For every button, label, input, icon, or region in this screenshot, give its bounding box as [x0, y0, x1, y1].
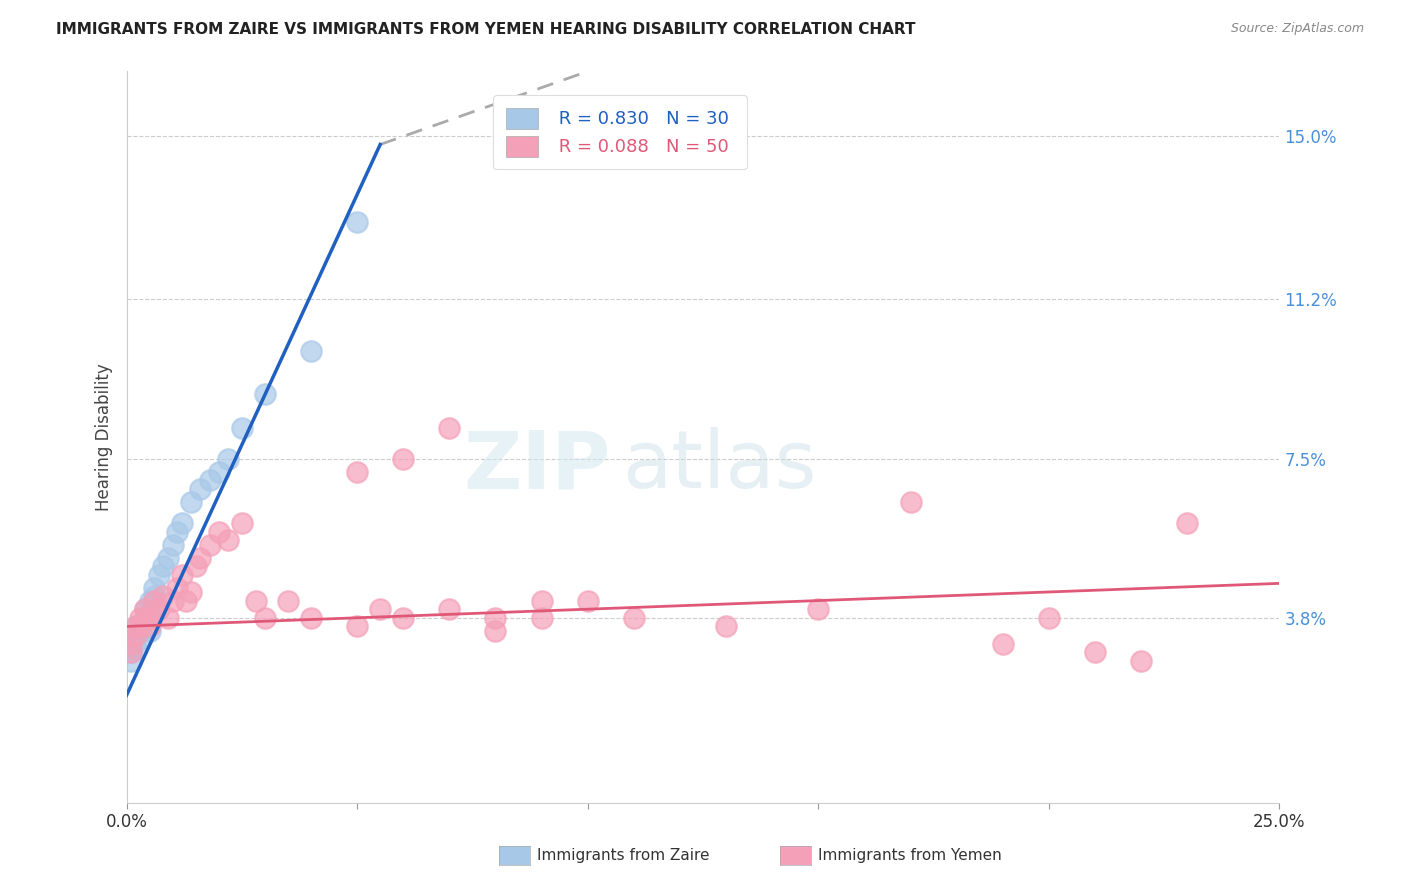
Point	[170, 567, 193, 582]
Point	[129, 619, 152, 633]
Point	[188, 482, 211, 496]
Point	[346, 465, 368, 479]
Point	[125, 619, 148, 633]
Point	[148, 567, 170, 582]
Point	[129, 632, 152, 647]
Point	[143, 589, 166, 603]
Point	[1130, 654, 1153, 668]
Point	[188, 550, 211, 565]
Point	[125, 640, 148, 655]
Point	[176, 593, 198, 607]
Point	[148, 602, 170, 616]
Point	[120, 645, 142, 659]
Text: Immigrants from Zaire: Immigrants from Zaire	[537, 848, 710, 863]
Point	[162, 593, 184, 607]
Point	[346, 215, 368, 229]
Point	[129, 611, 152, 625]
Point	[125, 628, 148, 642]
Point	[120, 637, 142, 651]
Point	[208, 465, 231, 479]
Point	[576, 593, 599, 607]
Point	[157, 611, 180, 625]
Point	[180, 494, 202, 508]
Point	[138, 611, 160, 625]
Point	[134, 611, 156, 625]
Text: Immigrants from Yemen: Immigrants from Yemen	[818, 848, 1002, 863]
Point	[484, 624, 506, 638]
Point	[530, 593, 553, 607]
Point	[166, 524, 188, 539]
Point	[392, 451, 415, 466]
Point	[807, 602, 830, 616]
Point	[299, 611, 322, 625]
Point	[346, 619, 368, 633]
Point	[231, 421, 253, 435]
Point	[152, 589, 174, 603]
Point	[138, 593, 160, 607]
Point	[900, 494, 922, 508]
Point	[1038, 611, 1060, 625]
Point	[253, 387, 276, 401]
Point	[157, 550, 180, 565]
Point	[166, 581, 188, 595]
Text: IMMIGRANTS FROM ZAIRE VS IMMIGRANTS FROM YEMEN HEARING DISABILITY CORRELATION CH: IMMIGRANTS FROM ZAIRE VS IMMIGRANTS FROM…	[56, 22, 915, 37]
Legend:  R = 0.830   N = 30 ,  R = 0.088   N = 50 : R = 0.830 N = 30 , R = 0.088 N = 50	[494, 95, 747, 169]
Text: atlas: atlas	[623, 427, 817, 506]
Point	[1084, 645, 1107, 659]
Point	[623, 611, 645, 625]
Point	[184, 559, 207, 574]
Point	[439, 421, 461, 435]
Point	[138, 611, 160, 625]
Point	[231, 516, 253, 530]
Point	[991, 637, 1014, 651]
Point	[120, 654, 142, 668]
Point	[120, 645, 142, 659]
Point	[714, 619, 737, 633]
Point	[392, 611, 415, 625]
Point	[170, 516, 193, 530]
Point	[208, 524, 231, 539]
Point	[134, 602, 156, 616]
Point	[138, 624, 160, 638]
Point	[138, 619, 160, 633]
Point	[180, 585, 202, 599]
Point	[125, 628, 148, 642]
Point	[143, 581, 166, 595]
Point	[277, 593, 299, 607]
Text: Source: ZipAtlas.com: Source: ZipAtlas.com	[1230, 22, 1364, 36]
Point	[253, 611, 276, 625]
Point	[217, 451, 239, 466]
Point	[1175, 516, 1198, 530]
Point	[152, 559, 174, 574]
Point	[162, 538, 184, 552]
Point	[439, 602, 461, 616]
Point	[143, 593, 166, 607]
Point	[245, 593, 267, 607]
Point	[120, 637, 142, 651]
Point	[299, 344, 322, 359]
Point	[129, 624, 152, 638]
Point	[368, 602, 391, 616]
Point	[134, 602, 156, 616]
Point	[134, 611, 156, 625]
Point	[484, 611, 506, 625]
Text: ZIP: ZIP	[464, 427, 610, 506]
Point	[217, 533, 239, 548]
Point	[530, 611, 553, 625]
Point	[198, 538, 221, 552]
Y-axis label: Hearing Disability: Hearing Disability	[94, 363, 112, 511]
Point	[125, 619, 148, 633]
Point	[198, 473, 221, 487]
